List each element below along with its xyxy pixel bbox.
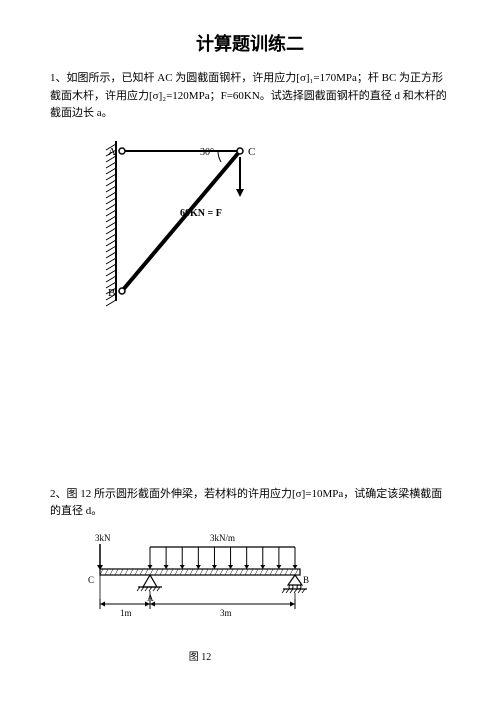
problem1-figure: A B C 30° 60KN = F xyxy=(80,131,450,316)
svg-text:A: A xyxy=(108,146,116,158)
svg-text:B: B xyxy=(108,287,115,299)
figure2-caption: 图 12 xyxy=(70,648,330,663)
problem2-figure: 3kNC3kN/mAB1m3m 图 12 xyxy=(70,529,450,663)
svg-text:3m: 3m xyxy=(220,608,232,618)
svg-text:3kN: 3kN xyxy=(95,533,111,543)
problem2-text: 2、图 12 所示圆形截面外伸梁，若材料的许用应力[σ]=10MPa，试确定该梁… xyxy=(50,486,450,521)
svg-text:C: C xyxy=(248,146,255,158)
svg-text:1m: 1m xyxy=(120,608,132,618)
svg-text:B: B xyxy=(303,575,309,585)
svg-text:C: C xyxy=(88,575,94,585)
svg-text:30°: 30° xyxy=(200,147,214,158)
spacer xyxy=(50,316,450,486)
svg-text:3kN/m: 3kN/m xyxy=(210,533,235,543)
svg-text:60KN = F: 60KN = F xyxy=(180,208,222,219)
page-title: 计算题训练二 xyxy=(50,30,450,56)
problem1-text: 1、如图所示，已知杆 AC 为圆截面钢杆，许用应力[σ]₁=170MPa；杆 B… xyxy=(50,70,450,123)
